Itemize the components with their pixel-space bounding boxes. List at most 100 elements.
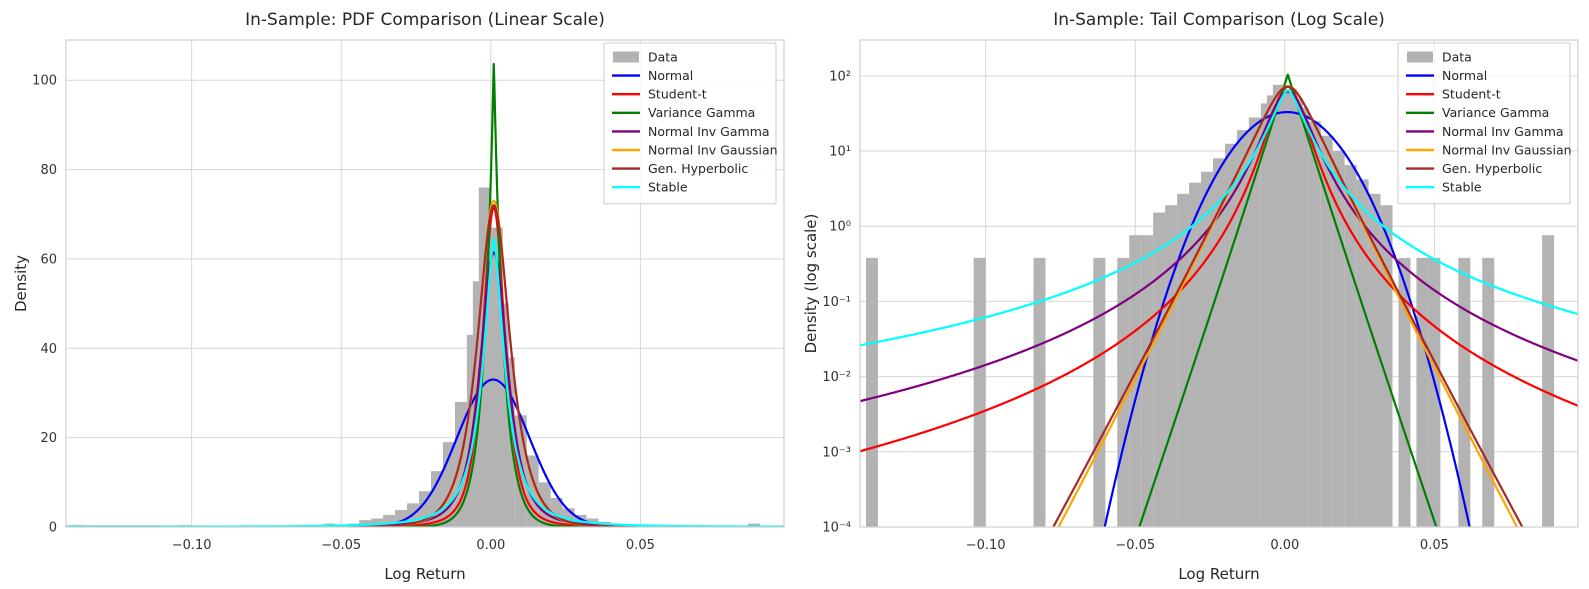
- y-axis-label: Density: [12, 255, 30, 312]
- y-tick-label: 100: [32, 74, 57, 89]
- histogram-bar: [430, 471, 443, 527]
- histogram-bar: [1278, 91, 1291, 528]
- legend-item-normal-inv-gaussian[interactable]: Normal Inv Gaussian: [612, 142, 778, 157]
- histogram-bar: [502, 357, 515, 527]
- histogram-bar: [1416, 257, 1429, 527]
- curve-stable: [860, 89, 1578, 347]
- histogram-bar: [1201, 171, 1214, 527]
- histogram-bar: [1380, 205, 1393, 527]
- histogram-bar: [1248, 117, 1261, 528]
- y-tick-label: 10⁻³: [822, 445, 851, 460]
- legend-item-stable[interactable]: Stable: [612, 180, 688, 195]
- histogram-bar: [419, 491, 431, 527]
- legend-box: [1397, 42, 1571, 205]
- tick-labels: 10⁻⁴ 10⁻³ 10⁻² 10⁻¹ 10⁰ 10¹ 10² −0.10 −0.05 0.00 0…: [822, 69, 1449, 553]
- legend-label: Normal Inv Gamma: [648, 124, 770, 139]
- histogram-bar: [973, 257, 986, 527]
- histogram-bar: [1213, 158, 1225, 527]
- legend-label: Gen. Hyperbolic: [1442, 161, 1542, 176]
- chart-pdf-linear: 0 20 40 60 80 100 −0.10 −0.05 0.00 0.05 In-Sample:…: [12, 10, 785, 583]
- histogram-bar: [1398, 257, 1411, 527]
- histogram-bar: [562, 508, 575, 527]
- curve-variance-gamma: [1138, 73, 1438, 527]
- legend-item-stable[interactable]: Stable: [1406, 180, 1482, 195]
- histogram-bar: [1093, 257, 1106, 527]
- legend-label: Variance Gamma: [648, 105, 755, 120]
- x-tick-label: −0.10: [172, 538, 212, 553]
- legend-item-gen-hyperbolic[interactable]: Gen. Hyperbolic: [1406, 161, 1542, 176]
- x-tick-label: 0.05: [1420, 538, 1449, 553]
- legend-item-normal[interactable]: Normal: [612, 68, 693, 83]
- histogram-bar: [550, 497, 563, 527]
- gridlines: [66, 40, 784, 528]
- histogram-bar: [1153, 212, 1166, 527]
- histogram-bar: [359, 520, 372, 527]
- histogram-bar: [1224, 143, 1237, 527]
- histogram-bar: [1320, 135, 1333, 528]
- histogram-bar: [454, 401, 467, 527]
- panel-tail-log: 10⁻⁴ 10⁻³ 10⁻² 10⁻¹ 10⁰ 10¹ 10² −0.10 −0.05 0.00 0…: [794, 0, 1589, 589]
- panel-pdf-linear: 0 20 40 60 80 100 −0.10 −0.05 0.00 0.05 In-Sample:…: [12, 10, 785, 583]
- curve-normal: [66, 378, 784, 527]
- legend-item-normal[interactable]: Normal: [1406, 68, 1487, 83]
- tick-labels: 0 20 40 60 80 100 −0.10 −0.05 0.00 0.05: [32, 74, 655, 553]
- legend-label: Normal: [648, 68, 693, 83]
- y-tick-label: 10¹: [829, 145, 851, 160]
- legend-item-student-t[interactable]: Student-t: [612, 87, 707, 102]
- histogram-bar: [1482, 257, 1495, 527]
- curve-normal: [1103, 110, 1471, 527]
- histogram-bar: [1542, 235, 1555, 528]
- y-tick-label: 20: [40, 431, 57, 446]
- y-tick-label: 80: [40, 163, 57, 178]
- chart-title: In-Sample: PDF Comparison (Linear Scale): [245, 10, 605, 30]
- legend-item-student-t[interactable]: Student-t: [1406, 87, 1501, 102]
- legend: Data Normal Student-t Variance Gamma Normal …: [603, 42, 778, 205]
- histogram-data: [865, 84, 1555, 528]
- curve-normal-inv-gamma: [860, 90, 1578, 403]
- chart-tail-log: 10⁻⁴ 10⁻³ 10⁻² 10⁻¹ 10⁰ 10¹ 10² −0.10 −0.05 0.00 0…: [802, 10, 1579, 583]
- histogram-bar: [1177, 193, 1190, 527]
- y-tick-label: 10⁰: [829, 220, 851, 235]
- legend-item-variance-gamma[interactable]: Variance Gamma: [612, 105, 755, 120]
- legend-item-variance-gamma[interactable]: Variance Gamma: [1406, 105, 1549, 120]
- legend-label: Variance Gamma: [1442, 105, 1549, 120]
- histogram-bar: [1165, 205, 1178, 527]
- legend-item-normal-inv-gaussian[interactable]: Normal Inv Gaussian: [1406, 142, 1572, 157]
- histogram-bar: [1260, 103, 1273, 527]
- legend: Data Normal Student-t Variance Gamma Normal …: [1397, 42, 1572, 205]
- histogram-bar: [526, 455, 539, 527]
- plot-border: [859, 39, 1579, 528]
- y-tick-label: 10⁻²: [822, 370, 851, 385]
- legend-item-normal-inv-gamma[interactable]: Normal Inv Gamma: [1406, 124, 1564, 139]
- legend-label: Stable: [1442, 180, 1482, 195]
- y-tick-label: 10²: [829, 69, 851, 84]
- legend-label: Normal Inv Gaussian: [648, 142, 778, 157]
- histogram-bar: [1236, 130, 1249, 527]
- legend-item-data[interactable]: Data: [1407, 49, 1472, 64]
- histogram-bar: [865, 257, 878, 527]
- histogram-bar: [748, 523, 761, 527]
- y-tick-label: 0: [49, 521, 57, 536]
- x-tick-label: 0.00: [476, 538, 505, 553]
- legend-box: [603, 42, 777, 205]
- legend-label: Student-t: [1442, 87, 1501, 102]
- histogram-bar: [1189, 182, 1202, 527]
- y-tick-label: 10⁻⁴: [822, 521, 851, 536]
- y-axis-label: Density (log scale): [802, 214, 820, 354]
- legend-label: Data: [1442, 49, 1472, 64]
- legend-item-normal-inv-gamma[interactable]: Normal Inv Gamma: [612, 124, 770, 139]
- legend-item-data[interactable]: Data: [613, 49, 678, 64]
- legend-label: Normal Inv Gamma: [1442, 124, 1564, 139]
- y-tick-label: 40: [40, 342, 57, 357]
- y-tick-label: 10⁻¹: [822, 295, 851, 310]
- histogram-bar: [1296, 107, 1309, 527]
- x-axis-label: Log Return: [384, 565, 465, 583]
- legend-label: Data: [648, 49, 678, 64]
- fit-curves: [860, 73, 1578, 527]
- legend-label: Stable: [648, 180, 688, 195]
- histogram-bar: [1141, 235, 1154, 528]
- legend-item-gen-hyperbolic[interactable]: Gen. Hyperbolic: [612, 161, 748, 176]
- histogram-bar: [371, 518, 384, 527]
- histogram-bar: [1308, 121, 1321, 528]
